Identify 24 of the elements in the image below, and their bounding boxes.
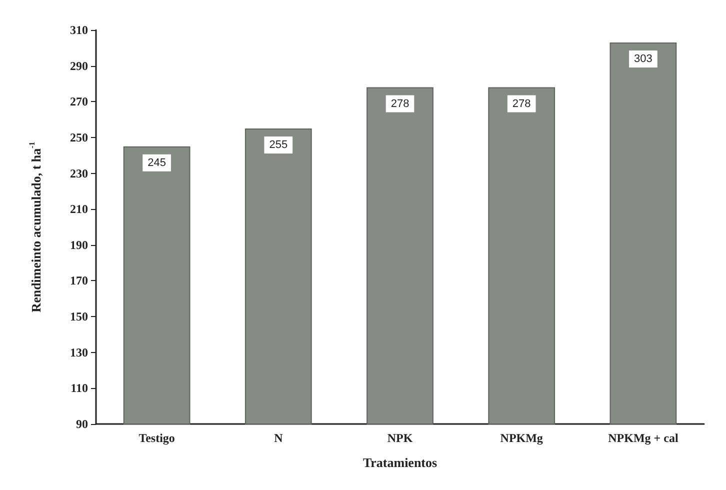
y-tick-label: 150 [70,310,88,324]
x-tick-label: NPK [387,431,414,445]
x-tick-label: NPKMg [500,431,543,445]
y-tick-label: 170 [70,274,88,288]
y-tick-label: 210 [70,202,88,216]
y-axis-title: Rendimeinto acumulado, t ha-1 [28,142,44,312]
data-label: 278 [512,98,531,110]
y-tick-label: 110 [70,381,88,396]
x-tick-label: NPKMg + cal [608,431,679,445]
x-axis-title: Tratamientos [362,455,438,470]
data-label: 303 [634,53,652,66]
y-tick-label: 250 [70,130,88,144]
data-label: 278 [390,98,410,110]
y-tick-label: 130 [70,345,88,360]
y-tick-label: 270 [70,94,88,109]
data-label: 245 [148,156,166,169]
y-tick-label: 290 [70,58,88,73]
x-tick-label: N [274,431,284,445]
y-tick-label: 310 [70,23,88,37]
data-label: 255 [269,139,288,151]
x-tick-label: Testigo [138,431,175,445]
y-tick-label: 90 [76,417,88,431]
y-tick-label: 190 [70,238,88,252]
y-tick-label: 230 [70,166,88,180]
